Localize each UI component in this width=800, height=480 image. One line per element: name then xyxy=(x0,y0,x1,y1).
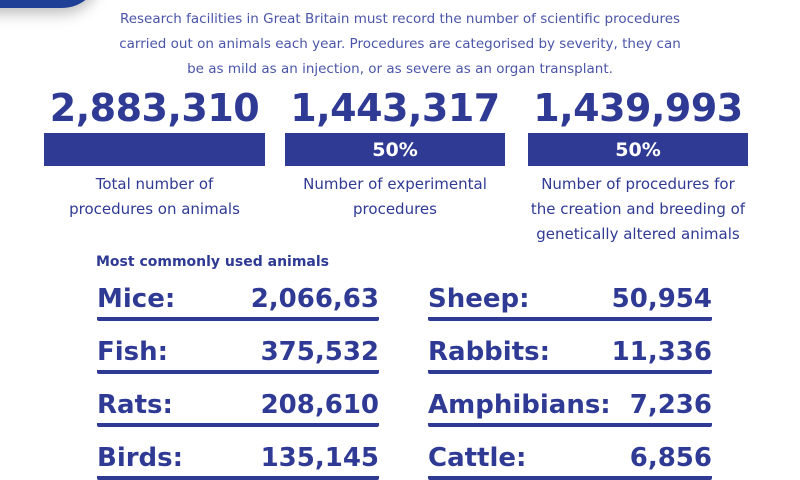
stat-label-line: Number of experimental xyxy=(303,175,487,193)
stat-genetically-altered: 1,439,993 50% Number of procedures for t… xyxy=(528,84,748,247)
stat-value: 1,443,317 xyxy=(290,86,500,130)
animal-name: Amphibians: xyxy=(428,390,611,420)
animal-name: Sheep: xyxy=(428,284,530,314)
animal-name: Rats: xyxy=(97,390,173,420)
stat-label: Number of procedures for the creation an… xyxy=(508,172,768,247)
intro-line: be as mild as an injection, or as severe… xyxy=(187,61,613,77)
animal-count: 11,336 xyxy=(611,337,712,367)
intro-line: carried out on animals each year. Proced… xyxy=(119,36,681,52)
animal-count: 375,532 xyxy=(260,337,379,367)
animal-count: 135,145 xyxy=(260,443,379,473)
animal-name: Rabbits: xyxy=(428,337,551,367)
stat-value: 2,883,310 xyxy=(49,86,260,130)
stat-bar xyxy=(44,133,265,166)
animal-name: Mice: xyxy=(97,284,176,314)
stat-label: Total number of procedures on animals xyxy=(44,172,265,222)
stat-label: Number of experimental procedures xyxy=(285,172,505,222)
animal-count: 50,954 xyxy=(611,284,712,314)
animal-count: 6,856 xyxy=(629,443,712,473)
animal-name: Birds: xyxy=(97,443,184,473)
stat-label-line: genetically altered animals xyxy=(536,225,740,243)
animal-count: 7,236 xyxy=(629,390,712,420)
animal-count: 208,610 xyxy=(260,390,379,420)
animal-row: Mice: 2,066,63 xyxy=(97,281,379,321)
stat-bar: 50% xyxy=(285,133,505,166)
stat-label-line: procedures xyxy=(353,200,437,218)
animal-row: Sheep: 50,954 xyxy=(428,281,712,321)
animal-row: Birds: 135,145 xyxy=(97,440,379,480)
stat-label-line: Total number of xyxy=(95,175,214,193)
animal-name: Cattle: xyxy=(428,443,527,473)
stat-value: 1,439,993 xyxy=(533,86,743,130)
stat-label-line: the creation and breeding of xyxy=(530,200,746,218)
animal-count: 2,066,63 xyxy=(250,284,379,314)
stat-experimental: 1,443,317 50% Number of experimental pro… xyxy=(285,84,505,222)
intro-line: Research facilities in Great Britain mus… xyxy=(119,11,681,27)
animals-heading: Most commonly used animals xyxy=(96,254,329,270)
animal-row: Rats: 208,610 xyxy=(97,387,379,427)
stat-label-line: procedures on animals xyxy=(69,200,240,218)
animal-row: Rabbits: 11,336 xyxy=(428,334,712,374)
animal-name: Fish: xyxy=(97,337,169,367)
animal-row: Fish: 375,532 xyxy=(97,334,379,374)
animal-row: Cattle: 6,856 xyxy=(428,440,712,480)
stat-bar: 50% xyxy=(528,133,748,166)
animal-row: Amphibians: 7,236 xyxy=(428,387,712,427)
intro-text: Research facilities in Great Britain mus… xyxy=(60,7,740,82)
decorative-swoosh xyxy=(0,0,100,8)
stat-total: 2,883,310 Total number of procedures on … xyxy=(44,84,265,222)
stat-label-line: Number of procedures for xyxy=(541,175,735,193)
